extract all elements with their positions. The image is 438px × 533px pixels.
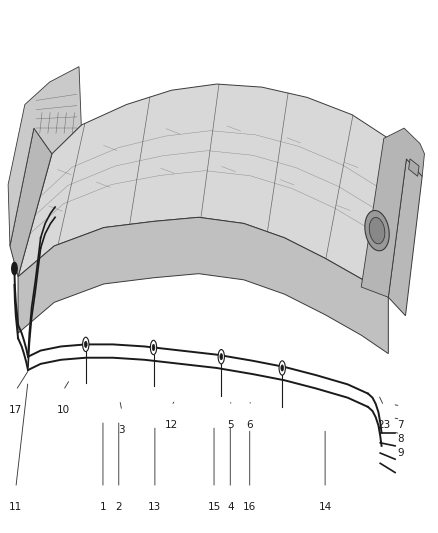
Text: 1: 1 <box>99 502 106 512</box>
Circle shape <box>279 361 286 375</box>
Text: 11: 11 <box>9 502 22 512</box>
Circle shape <box>150 340 157 354</box>
Text: 6: 6 <box>247 420 253 430</box>
Polygon shape <box>8 67 81 246</box>
Text: 7: 7 <box>397 420 404 430</box>
Circle shape <box>220 353 223 360</box>
Text: 10: 10 <box>57 405 70 415</box>
Circle shape <box>281 365 283 371</box>
Text: 9: 9 <box>397 448 404 458</box>
Ellipse shape <box>369 217 385 244</box>
Text: 3: 3 <box>119 425 125 435</box>
Ellipse shape <box>365 211 389 251</box>
Circle shape <box>12 262 17 274</box>
Text: 23: 23 <box>377 420 390 430</box>
Polygon shape <box>409 159 419 176</box>
Circle shape <box>152 344 155 351</box>
Polygon shape <box>361 128 424 297</box>
Polygon shape <box>18 217 389 353</box>
Circle shape <box>218 350 224 364</box>
Text: 8: 8 <box>397 433 404 443</box>
Text: 13: 13 <box>148 502 162 512</box>
Text: 14: 14 <box>318 502 332 512</box>
Text: 15: 15 <box>208 502 221 512</box>
Text: 4: 4 <box>227 502 233 512</box>
Text: 16: 16 <box>243 502 256 512</box>
Polygon shape <box>10 128 52 277</box>
Text: 5: 5 <box>227 420 233 430</box>
Polygon shape <box>18 84 406 297</box>
Text: 17: 17 <box>9 405 22 415</box>
Polygon shape <box>389 159 422 316</box>
Circle shape <box>85 341 87 348</box>
Text: 12: 12 <box>165 420 178 430</box>
Text: 2: 2 <box>116 502 122 512</box>
Circle shape <box>83 337 89 352</box>
